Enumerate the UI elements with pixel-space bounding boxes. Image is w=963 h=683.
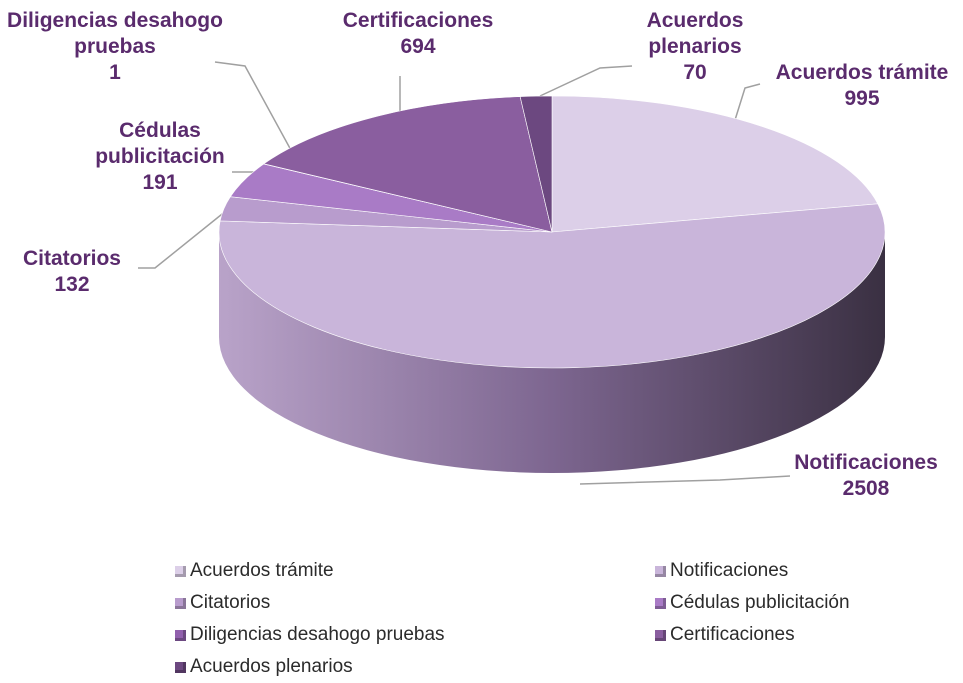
data-label: Acuerdos trámite 995 [752, 60, 963, 112]
pie-slice [218, 203, 886, 369]
legend-item: Citatorios [175, 592, 270, 614]
legend-swatch [175, 661, 186, 673]
leader-line [214, 61, 293, 153]
data-label-value: 1 [109, 61, 121, 84]
leader-line [579, 475, 791, 485]
legend-item: Acuerdos plenarios [175, 656, 353, 678]
data-label: Notificaciones 2508 [756, 450, 963, 502]
legend-swatch [175, 629, 186, 641]
legend-label: Acuerdos trámite [190, 560, 334, 581]
legend-label: Cédulas publicitación [670, 592, 850, 613]
pie-slice [263, 96, 553, 233]
data-label-name: Acuerdos trámite [775, 61, 949, 84]
legend-label: Acuerdos plenarios [190, 656, 353, 677]
data-label-name: Citatorios [22, 247, 121, 270]
leader-line [539, 65, 633, 97]
legend-item: Certificaciones [655, 624, 795, 646]
data-label-name: Certificaciones [342, 9, 494, 32]
pie-side [219, 232, 885, 473]
legend-item: Cédulas publicitación [655, 592, 850, 614]
pie-slice [551, 95, 879, 233]
legend-item: Acuerdos trámite [175, 560, 334, 582]
data-label: Citatorios 132 [0, 246, 147, 298]
data-label: Diligencias desahogo pruebas 1 [0, 8, 230, 86]
legend-item: Diligencias desahogo pruebas [175, 624, 445, 646]
legend-swatch [175, 597, 186, 609]
data-label-name: Acuerdos plenarios [646, 9, 744, 58]
data-label-value: 191 [142, 171, 178, 194]
data-label: Acuerdos plenarios 70 [635, 8, 755, 86]
leader-line [734, 83, 761, 121]
legend-swatch [175, 565, 186, 577]
data-label-name: Notificaciones [794, 451, 938, 474]
legend-label: Citatorios [190, 592, 271, 613]
data-label-name: Diligencias desahogo pruebas [7, 9, 223, 58]
legend-label: Diligencias desahogo pruebas [190, 624, 445, 645]
legend-label: Notificaciones [670, 560, 789, 581]
data-label-value: 2508 [842, 477, 890, 500]
data-label-value: 132 [54, 273, 90, 296]
data-label-value: 995 [844, 87, 880, 110]
leader-line [138, 197, 243, 269]
legend-label: Certificaciones [670, 624, 795, 645]
data-label: Cédulas publicitación 191 [60, 118, 260, 196]
legend-swatch [655, 629, 666, 641]
pie-slice [519, 95, 553, 233]
data-label-value: 70 [683, 61, 707, 84]
legend-swatch [655, 565, 666, 577]
data-label-value: 694 [400, 35, 436, 58]
data-label: Certificaciones 694 [318, 8, 518, 60]
legend-swatch [655, 597, 666, 609]
legend-item: Notificaciones [655, 560, 788, 582]
data-label-name: Cédulas publicitación [95, 119, 225, 168]
